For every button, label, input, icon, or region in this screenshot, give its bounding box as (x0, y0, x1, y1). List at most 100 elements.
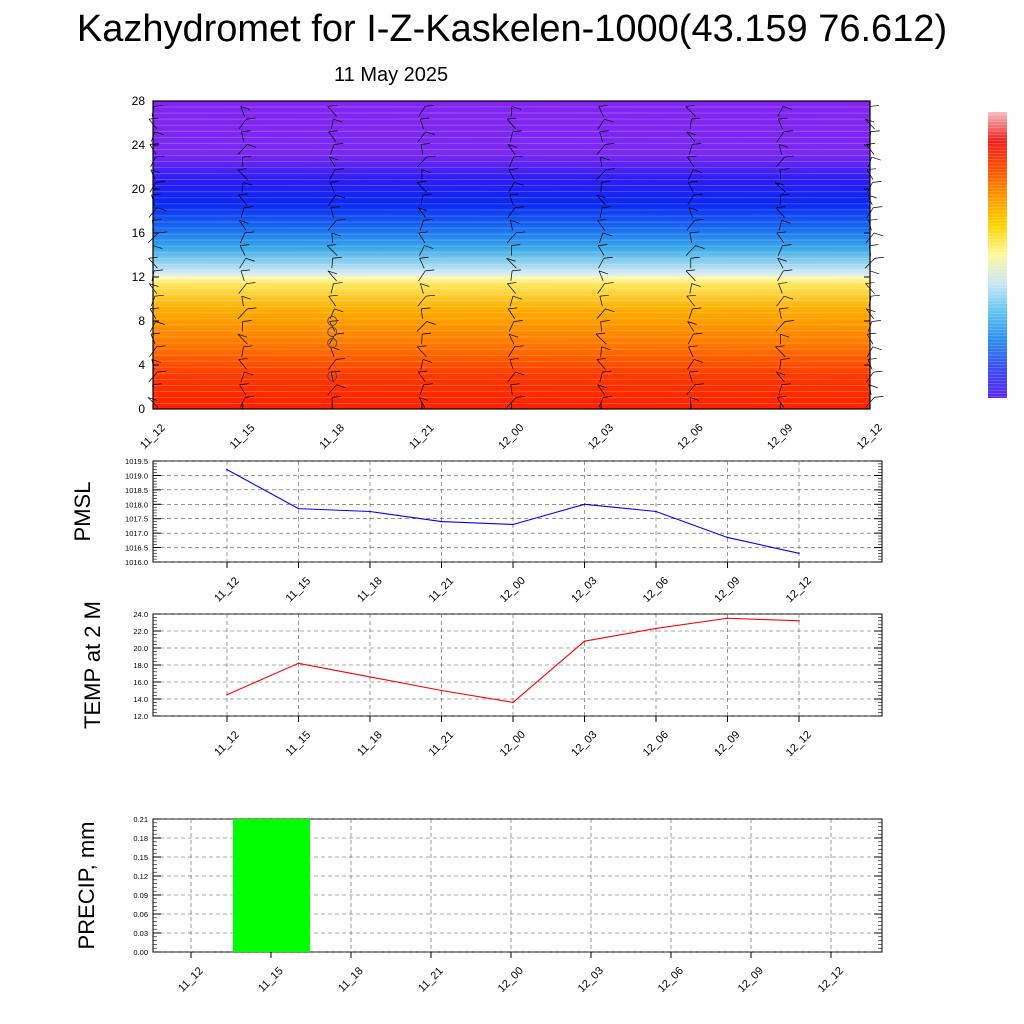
wind-barb (693, 193, 703, 196)
wind-barb (506, 232, 517, 244)
data-point (226, 693, 228, 696)
wind-barb (781, 383, 791, 386)
wind-barb (243, 345, 253, 348)
wind-barb (506, 118, 517, 130)
wind-barb (240, 106, 250, 110)
wind-barb (776, 371, 785, 383)
y-tick-label: 28 (132, 94, 146, 108)
wind-barb (507, 282, 517, 284)
wind-barb (506, 257, 516, 262)
wind-barb (507, 283, 516, 294)
wind-barb (600, 156, 610, 161)
wind-barb (328, 131, 337, 142)
wind-barb (329, 156, 339, 161)
wind-barb (510, 384, 513, 395)
wind-barb (599, 131, 603, 142)
wind-barb (238, 283, 247, 294)
wind-barb-column (506, 106, 526, 408)
data-point (369, 510, 371, 513)
wind-barb-column (685, 105, 705, 408)
wind-barb (329, 182, 335, 193)
y-tick-label: 18.0 (133, 661, 148, 670)
x-tick-label: 12_12 (816, 965, 846, 995)
data-point (369, 676, 371, 678)
wind-barb (870, 130, 880, 133)
calm-wind-circle (327, 371, 338, 381)
wind-barb (777, 270, 784, 282)
wind-barb (692, 143, 702, 145)
x-tick-label: 11_21 (407, 422, 437, 452)
wind-barb (599, 207, 603, 218)
wind-barb (784, 155, 794, 158)
wind-barb (689, 231, 699, 234)
wind-barb (689, 119, 692, 130)
wind-barb (509, 296, 514, 307)
wind-barb (602, 232, 613, 237)
wind-barb (596, 144, 606, 155)
y-tick-label: 1018.0 (125, 500, 148, 509)
wind-barb (692, 307, 702, 310)
wind-barb (596, 308, 606, 320)
data-point (226, 468, 228, 471)
calm-wind-circle (327, 327, 338, 337)
wind-barb (776, 232, 785, 244)
y-axis-title: TEMP at 2 M (80, 601, 105, 729)
wind-barb (869, 105, 880, 107)
wind-barb (597, 245, 605, 256)
wind-barb (420, 143, 431, 145)
wind-barb (425, 269, 435, 272)
wind-barb (689, 370, 699, 373)
wind-barb (780, 333, 790, 338)
wind-barb (238, 358, 248, 360)
wind-barb (508, 333, 519, 338)
wind-barb (247, 144, 257, 148)
wind-barb (687, 333, 694, 345)
wind-barb (240, 269, 250, 272)
wind-barb (332, 396, 342, 398)
colorbar-bar (988, 112, 1007, 398)
wind-barb (419, 118, 424, 130)
wind-barb (598, 244, 608, 246)
wind-barb (507, 207, 516, 218)
wind-barb (603, 396, 613, 398)
wind-barb (330, 119, 334, 130)
y-tick-label: 12.0 (133, 712, 148, 721)
y-tick-label: 0.21 (133, 815, 148, 824)
wind-barb (416, 321, 428, 332)
heatmap-contour (152, 275, 871, 278)
wind-barb (784, 320, 794, 322)
wind-barb (508, 182, 515, 193)
wind-barb (417, 207, 427, 218)
x-tick-label: 11_12 (212, 575, 242, 605)
wind-barb (775, 346, 786, 358)
wind-barb (417, 345, 427, 348)
x-tick-label: 12_12 (784, 575, 814, 605)
wind-barb (240, 232, 246, 244)
page-subtitle: 11 May 2025 (334, 64, 449, 86)
wind-barb (599, 294, 609, 297)
wind-barb (513, 155, 523, 158)
wind-barb (330, 206, 341, 208)
y-tick-label: 0.00 (133, 948, 148, 957)
wind-barb (685, 105, 695, 107)
data-point (583, 640, 586, 642)
wind-barb (867, 194, 877, 199)
wind-barb (688, 345, 698, 348)
wind-barb (779, 168, 789, 171)
plot-frame (152, 460, 883, 563)
wind-barb (418, 106, 426, 117)
wind-barb (687, 156, 695, 168)
wind-barb (419, 258, 425, 269)
wind-barb (336, 384, 346, 389)
y-tick-label: 16.0 (133, 678, 148, 687)
calm-wind-circle (327, 338, 338, 348)
wind-barb (243, 182, 253, 186)
wind-barb (778, 117, 788, 120)
wind-barb (775, 182, 785, 186)
wind-barb (331, 232, 341, 237)
wind-barb (599, 296, 603, 307)
wind-barb (688, 207, 693, 218)
x-tick-label: 11_21 (416, 965, 446, 995)
wind-barb (874, 396, 884, 398)
wind-barb (871, 156, 881, 161)
